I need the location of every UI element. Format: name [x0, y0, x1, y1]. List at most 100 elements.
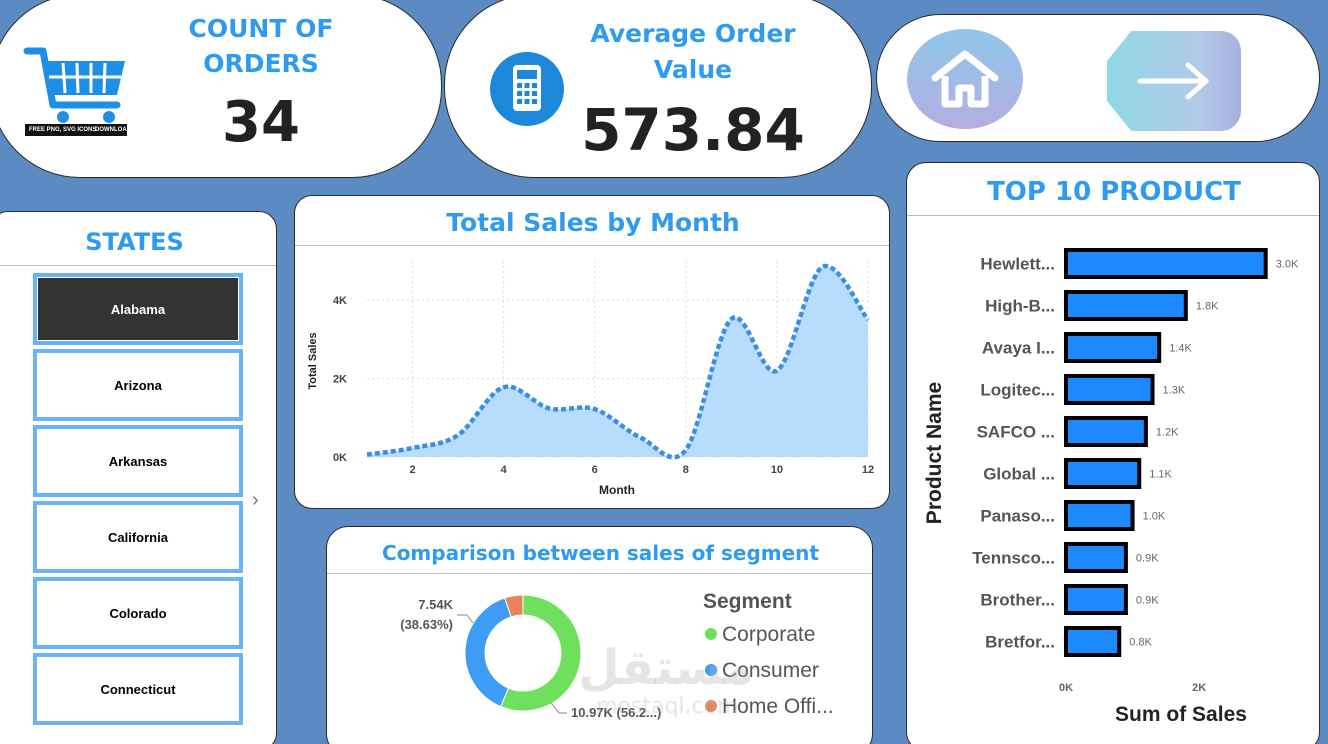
sales-month-plot: 0K 2K 4K 2 4 6 8 10 12 Month Total Sales	[307, 261, 874, 497]
sales-area	[367, 265, 868, 458]
legend-marker	[705, 700, 717, 712]
data-label-corporate: 10.97K (56.2...)	[571, 705, 661, 720]
x-tick-label: 2K	[1192, 682, 1206, 694]
next-page-button[interactable]	[1107, 31, 1241, 131]
sales-month-title: Total Sales by Month	[446, 208, 740, 237]
sales-by-month-chart: Total Sales by Month 0K 2K 4K 2 4 6 8 10 12 Month…	[294, 195, 890, 509]
state-item-arizona[interactable]: Arizona	[33, 349, 243, 421]
legend-marker	[705, 664, 717, 676]
legend-title: Segment	[703, 590, 792, 613]
kpi-orders-value: 34	[222, 90, 300, 155]
top10-title: TOP 10 PRODUCT	[987, 177, 1241, 207]
bar-value-label: 0.9K	[1136, 553, 1159, 565]
x-tick-label: 0K	[1059, 682, 1073, 694]
state-item-arkansas[interactable]: Arkansas	[33, 425, 243, 497]
segment-comparison-chart: Comparison between sales of segment 7.54…	[326, 526, 873, 744]
leader-line	[550, 702, 567, 714]
segment-divider	[327, 573, 872, 574]
donut-slice-corporate	[500, 594, 582, 712]
y-axis-label: Total Sales	[307, 332, 319, 389]
legend-marker	[705, 628, 717, 640]
chevron-right-icon[interactable]: ›	[252, 489, 259, 511]
bar	[1064, 416, 1148, 447]
bar-value-label: 1.0K	[1143, 511, 1166, 523]
bar-category-label: Global ...	[983, 465, 1055, 484]
segment-plot: 7.54K (38.63%) 10.97K (56.2...) Segment Corp…	[400, 590, 834, 720]
bar	[1064, 500, 1135, 531]
bar-category-label: Brother...	[980, 591, 1055, 610]
y-tick-label: 0K	[333, 452, 347, 464]
kpi-aov-title-line1: Average Order	[590, 19, 796, 48]
watermark-logo: مستقل	[578, 640, 754, 696]
donut-slice-home-offi	[504, 594, 524, 618]
bar	[1064, 458, 1142, 489]
states-slicer: STATES Alabama Arizona Arkansas Californ…	[0, 211, 277, 744]
state-item-california[interactable]: California	[33, 501, 243, 573]
kpi-count-of-orders: FREE PNG, SVG ICONS DOWNLOAD ➜ COUNT OF …	[0, 0, 442, 178]
legend-item: Corporate	[722, 623, 815, 646]
bar-value-label: 1.3K	[1163, 385, 1186, 397]
bar	[1064, 626, 1122, 657]
sales-month-divider	[295, 245, 889, 246]
legend-item: Consumer	[722, 659, 819, 682]
x-axis-label: Sum of Sales	[1115, 703, 1247, 726]
kpi-average-order-value: Average Order Value 573.84	[444, 0, 872, 178]
state-item-colorado[interactable]: Colorado	[33, 577, 243, 649]
data-label-consumer-pct: (38.63%)	[400, 617, 453, 632]
data-label-consumer-value: 7.54K	[418, 597, 453, 612]
bar	[1064, 374, 1155, 405]
y-tick-label: 2K	[333, 374, 347, 386]
legend-item: Home Offi...	[722, 695, 834, 718]
segment-title: Comparison between sales of segment	[382, 541, 819, 565]
bar-value-label: 1.8K	[1196, 301, 1219, 313]
state-item-connecticut[interactable]: Connecticut	[33, 653, 243, 725]
bar-category-label: High-B...	[985, 297, 1055, 316]
bar-value-label: 1.4K	[1169, 343, 1192, 355]
state-item-label: Arkansas	[108, 453, 168, 469]
bar-category-label: Avaya I...	[982, 339, 1055, 358]
y-axis-label: Product Name	[923, 382, 946, 524]
calculator-icon	[490, 52, 564, 126]
state-item-label: Alabama	[38, 278, 238, 340]
kpi-orders-title-line1: COUNT OF	[188, 14, 334, 43]
y-tick-label: 4K	[333, 295, 347, 307]
x-tick-label: 10	[771, 464, 783, 476]
bar	[1064, 332, 1162, 363]
bar-value-label: 0.8K	[1129, 637, 1152, 649]
home-button[interactable]	[907, 29, 1023, 129]
x-tick-label: 6	[592, 464, 598, 476]
state-item-alabama[interactable]: Alabama	[33, 273, 243, 345]
navigation-card	[876, 14, 1320, 142]
x-tick-label: 8	[683, 464, 689, 476]
icon-caption-right: DOWNLOAD ➜	[95, 127, 138, 133]
state-item-label: Connecticut	[100, 681, 176, 697]
bar	[1064, 290, 1188, 321]
x-tick-label: 2	[409, 464, 415, 476]
bar-category-label: Hewlett...	[980, 255, 1055, 274]
kpi-aov-title-line2: Value	[653, 55, 733, 84]
arrow-right-icon	[1137, 62, 1209, 100]
watermark-url: mostaql.com	[596, 694, 739, 719]
bar-value-label: 1.1K	[1149, 469, 1172, 481]
kpi-aov-value: 573.84	[581, 96, 805, 164]
bar-category-label: Logitec...	[980, 381, 1055, 400]
bar-category-label: SAFCO ...	[977, 423, 1055, 442]
x-tick-label: 12	[862, 464, 874, 476]
icon-caption-left: FREE PNG, SVG ICONS	[29, 127, 97, 133]
top10-plot: Hewlett... 3.0K High-B... 1.8K Avaya I... 1.4…	[923, 248, 1299, 726]
shopping-cart-icon	[23, 47, 127, 136]
bar-category-label: Tennsco...	[972, 549, 1055, 568]
states-title: STATES	[85, 228, 184, 256]
bar-category-label: Bretfor...	[985, 633, 1055, 652]
leader-line	[457, 614, 474, 624]
x-axis-label: Month	[599, 483, 635, 497]
bar-value-label: 0.9K	[1136, 595, 1159, 607]
home-icon	[931, 50, 999, 108]
bar-value-label: 1.2K	[1156, 427, 1179, 439]
donut-slice-consumer	[464, 597, 512, 708]
bar	[1064, 248, 1268, 279]
state-item-label: Colorado	[109, 605, 167, 621]
bar-value-label: 3.0K	[1276, 259, 1299, 271]
kpi-orders-title-line2: ORDERS	[203, 49, 319, 78]
states-divider	[0, 265, 276, 266]
